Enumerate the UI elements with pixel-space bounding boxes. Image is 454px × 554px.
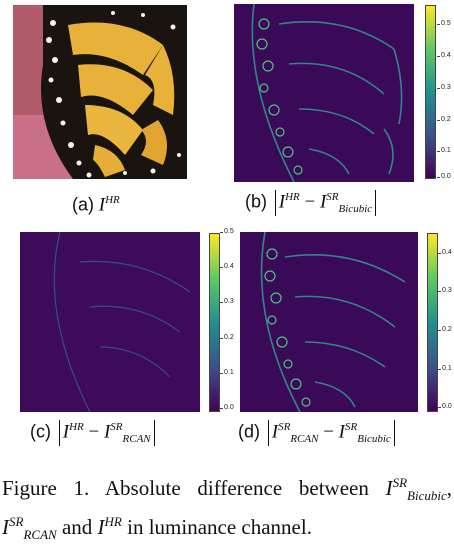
heatmap-bicubic-diff	[234, 4, 414, 182]
colorbar-c-tick: 0.1	[220, 369, 234, 376]
colorbar-b-tick: 0.2	[437, 116, 451, 123]
colorbar-d-tick: 0.1	[438, 365, 452, 372]
figure-caption: Figure 1. Absolute difference between IS…	[2, 475, 452, 543]
abs-bar-right	[375, 190, 377, 216]
abs-bar-left	[267, 420, 269, 446]
colorbar-c-tick: 0.4	[220, 263, 234, 270]
colorbar-b-tick: 0.5	[437, 20, 451, 27]
colorbar-d-tick: 0.4	[438, 249, 452, 256]
subcaption-c: (c) IHR − ISRRCAN	[30, 420, 158, 446]
colorbar-b	[425, 5, 436, 179]
colorbar-c-tick: 0.3	[220, 298, 234, 305]
colorbar-c-tick: 0.0	[220, 404, 234, 411]
abs-bar-right	[153, 420, 155, 446]
colorbar-c-tick: 0.5	[220, 228, 234, 235]
colorbar-d-tick: 0.3	[438, 287, 452, 294]
colorbar-b-tick: 0.4	[437, 52, 451, 59]
colorbar-b-tick: 0.0	[437, 173, 451, 180]
colorbar-b-tick: 0.1	[437, 147, 451, 154]
colorbar-d-tick: 0.2	[438, 326, 452, 333]
caption-prefix: Figure 1. Absolute difference between	[2, 476, 369, 500]
subcaption-a: (a) IHR	[72, 194, 120, 216]
subcaption-d-letter: (d)	[238, 421, 260, 442]
subcaption-c-letter: (c)	[30, 421, 51, 442]
caption-suffix: in luminance channel.	[127, 515, 312, 540]
subcaption-b: (b) IHR − ISRBicubic	[245, 190, 379, 216]
colorbar-c	[209, 233, 220, 412]
colorbar-b-tick: 0.3	[437, 84, 451, 91]
subcaption-a-var: I	[98, 194, 106, 216]
colorbar-d-tick: 0.0	[438, 403, 452, 410]
subcaption-a-sup: HR	[105, 194, 120, 206]
minus-sign: −	[88, 421, 100, 443]
subcaption-b-letter: (b)	[245, 191, 267, 212]
abs-bar-left	[274, 190, 276, 216]
abs-bar-left	[58, 420, 60, 446]
subcaption-a-letter: (a)	[72, 194, 94, 215]
colorbar-c-tick: 0.2	[220, 334, 234, 341]
abs-bar-right	[393, 420, 395, 446]
heatmap-rcan-vs-bicubic	[240, 232, 418, 412]
heatmap-rcan-diff	[20, 232, 200, 412]
minus-sign: −	[323, 421, 334, 443]
subcaption-d: (d) ISRRCAN − ISRBicubic	[238, 420, 398, 446]
colorbar-d	[427, 233, 438, 412]
butterfly-image	[13, 5, 187, 179]
minus-sign: −	[304, 191, 316, 213]
